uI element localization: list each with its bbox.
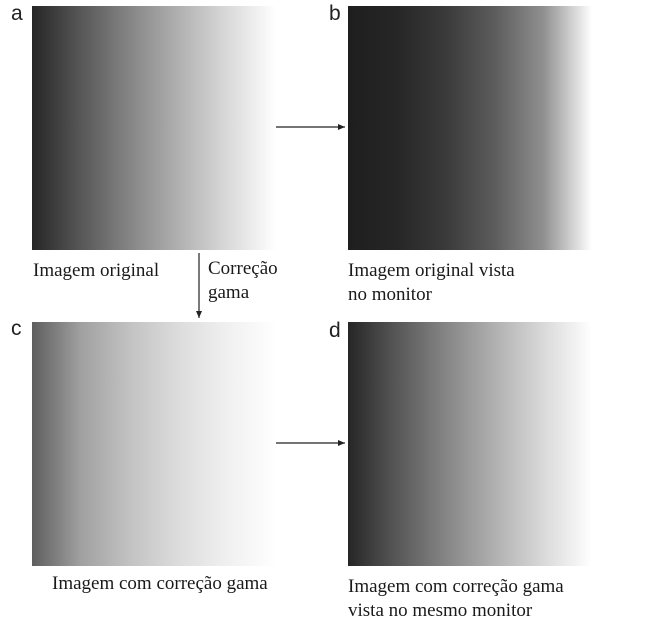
caption-original-on-monitor-line1: Imagem original vista — [348, 260, 515, 281]
panel-letter-d: d — [329, 319, 341, 342]
caption-gamma-corrected-image: Imagem com correção gama — [52, 573, 268, 594]
panel-letter-b: b — [329, 2, 341, 25]
gamma-correction-label: Correção gama — [208, 257, 278, 305]
caption-original-on-monitor: Imagem original vista no monitor — [348, 259, 515, 307]
caption-original-image: Imagem original — [33, 260, 160, 281]
gamma-correction-label-line2: gama — [208, 282, 250, 303]
gamma-correction-label-line1: Correção — [208, 258, 278, 279]
panel-letter-a: a — [11, 2, 23, 25]
gamma-corrected-gradient-image — [32, 322, 276, 566]
caption-original-on-monitor-line2: no monitor — [348, 284, 432, 305]
caption-gamma-corrected-on-monitor-line2: vista no mesmo monitor — [348, 600, 533, 621]
gamma-corrected-on-monitor-gradient-image — [348, 322, 592, 566]
caption-gamma-corrected-on-monitor: Imagem com correção gama vista no mesmo … — [348, 575, 564, 623]
panel-letter-c: c — [11, 317, 22, 340]
caption-gamma-corrected-on-monitor-line1: Imagem com correção gama — [348, 576, 564, 597]
original-on-monitor-gradient-image — [348, 6, 592, 250]
original-gradient-image — [32, 6, 276, 250]
